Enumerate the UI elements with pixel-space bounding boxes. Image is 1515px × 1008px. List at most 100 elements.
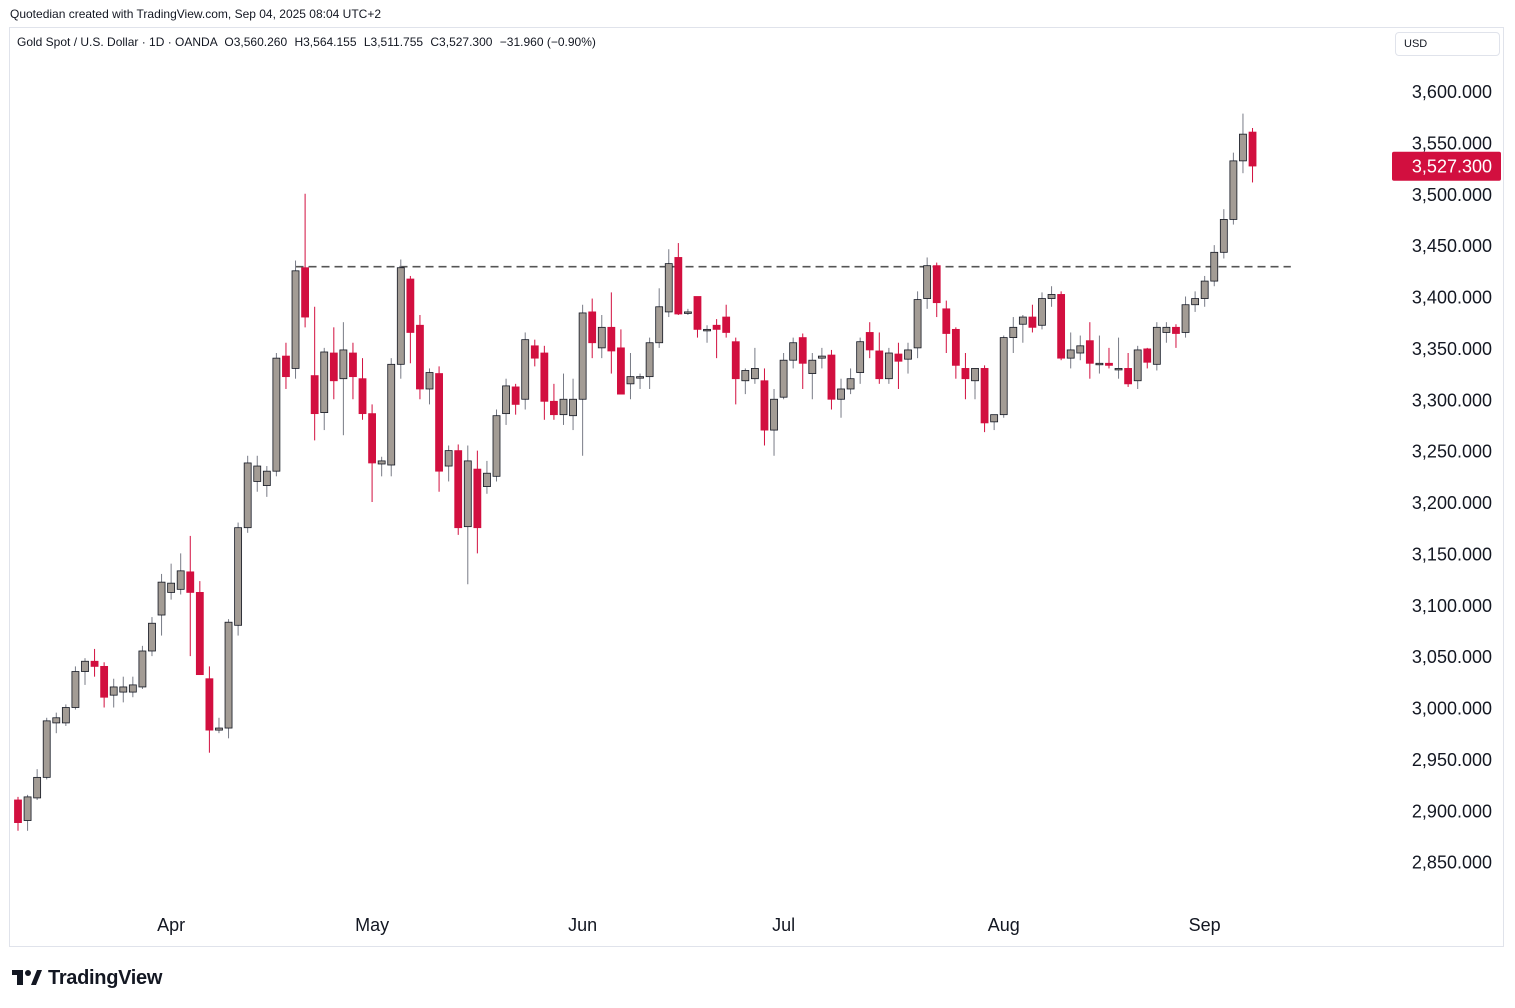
candle-body [693,296,702,330]
candle-body [645,342,654,378]
candle [971,368,979,400]
candle-body [942,308,951,334]
y-tick-label: 3,500.000 [1412,185,1492,205]
candle-body [1133,349,1142,382]
candle-body [712,324,721,330]
candle-body [1018,316,1027,325]
candle-body [856,341,865,373]
candle-body [425,372,434,390]
candle-body [262,470,271,486]
candle-body [1114,368,1123,371]
currency-selector[interactable]: USD [1395,32,1500,56]
symbol-legend[interactable]: Gold Spot / U.S. Dollar · 1D · OANDA O3,… [17,35,596,49]
candle-body [1200,280,1209,299]
candle-body [1162,326,1171,333]
candle [626,353,635,400]
candle-body [234,527,243,626]
candle-body [253,465,262,482]
y-tick-label: 3,000.000 [1412,699,1492,719]
tradingview-logo[interactable]: TradingView [12,965,162,991]
candle [779,353,788,400]
candle-body [808,359,817,374]
candle-body [1095,362,1104,366]
candle [90,648,99,677]
y-tick-label: 3,150.000 [1412,544,1492,564]
candle-body [1229,160,1238,220]
candle-body [837,388,845,400]
candle [980,365,989,433]
candle [588,298,597,359]
candle-body [81,660,89,672]
candle-body [483,472,491,487]
price-axis[interactable]: 2,850.000 2,900.000 2,950.000 3,000.000 3,05… [1412,82,1492,873]
candle-body [502,385,510,415]
candle-body [1057,294,1066,359]
y-tick-label: 3,600.000 [1412,82,1492,102]
y-tick-label: 3,300.000 [1412,390,1492,410]
candle-body [846,378,855,390]
candle [157,573,166,636]
candle-body [23,796,32,821]
candle-body [760,380,769,431]
candle [760,368,769,446]
candle [387,358,396,477]
candle [722,304,731,338]
candle-body [521,339,530,400]
candle [473,450,482,554]
candle-body [109,686,118,696]
candle-body [406,278,415,333]
candle-body [14,799,22,823]
candle [1229,152,1238,225]
candle [904,342,912,374]
candle [817,347,826,369]
candle-body [435,373,443,472]
candle [358,358,367,420]
candle-body [272,357,281,472]
candle-body [894,353,903,362]
candle [1219,209,1228,259]
chart-pane[interactable] [9,27,1504,947]
candle-body [339,349,348,380]
legend-open: O3,560.260 [224,35,288,49]
candle [856,337,865,384]
y-tick-label: 2,850.000 [1412,853,1492,873]
candle [243,455,252,533]
candle-body [607,326,616,352]
candle-body [463,460,472,528]
candle [750,347,759,384]
candle [502,378,510,425]
candle [33,769,42,800]
candle [1018,314,1027,343]
candle [1152,322,1161,371]
candle [100,662,109,708]
candle-body [186,571,195,593]
candle [693,296,702,338]
candle-body [119,686,128,693]
candle-body [789,342,798,361]
candle [61,704,70,726]
candle [1181,296,1190,338]
candle-body [770,398,778,431]
candle [550,383,558,420]
candle [148,617,156,657]
candle-body [320,351,329,414]
x-tick-label: Aug [988,915,1020,935]
candle-body [980,368,989,424]
candle-body [597,326,606,349]
candle [176,553,185,595]
candle [339,322,348,436]
candle-body [224,621,233,729]
x-tick-label: Sep [1189,915,1221,935]
candle-body [1105,362,1113,366]
candle [684,308,692,315]
candle-body [540,352,549,402]
candle-body [368,413,376,464]
brand-name: TradingView [48,966,163,989]
y-tick-label: 3,050.000 [1412,647,1492,667]
candle-body [1028,316,1037,328]
candle [463,445,472,585]
candle-body [291,270,300,369]
candle-body [779,359,788,398]
time-axis[interactable]: Apr May Jun Jul Aug Sep [157,915,1221,935]
